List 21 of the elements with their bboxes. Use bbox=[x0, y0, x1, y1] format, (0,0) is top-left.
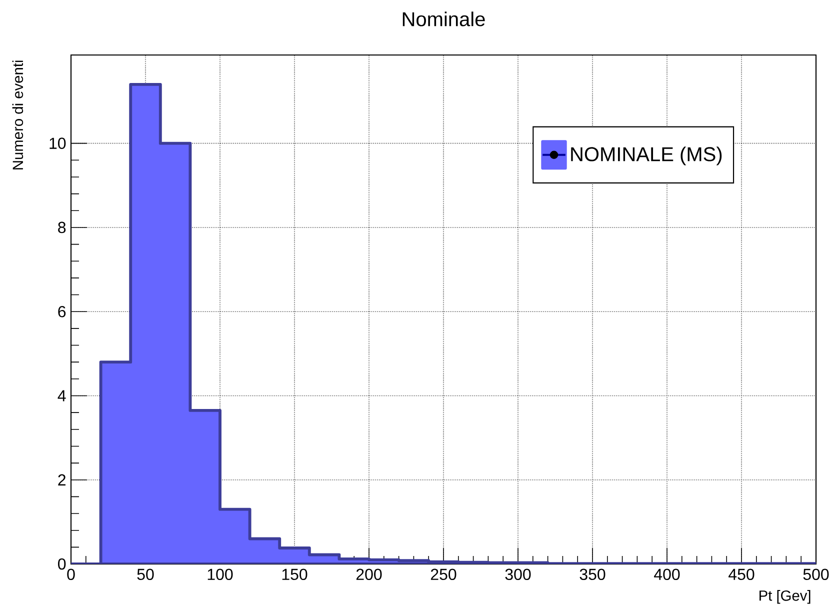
y-tick-label: 8 bbox=[58, 222, 66, 234]
x-tick-label: 200 bbox=[356, 568, 382, 580]
x-tick-label: 100 bbox=[208, 568, 233, 580]
y-tick-label: 6 bbox=[58, 306, 66, 318]
y-axis-title: Numero di eventi bbox=[12, 60, 24, 170]
x-tick-label: 450 bbox=[728, 568, 754, 580]
y-tick-label: 10 bbox=[50, 138, 66, 149]
x-tick-label: 0 bbox=[67, 568, 75, 580]
x-tick-label: 400 bbox=[654, 568, 680, 580]
x-tick-label: 500 bbox=[803, 568, 829, 580]
y-tick-label: 0 bbox=[58, 558, 66, 570]
legend-label: NOMINALE (MS) bbox=[571, 146, 722, 166]
x-tick-label: 50 bbox=[137, 568, 154, 580]
x-tick-label: 350 bbox=[580, 568, 606, 580]
x-tick-label: 300 bbox=[505, 568, 531, 580]
x-tick-label: 250 bbox=[430, 568, 456, 580]
x-tick-label: 150 bbox=[282, 568, 308, 580]
chart-title: Nominale bbox=[402, 12, 485, 26]
x-axis-title: Pt [Gev] bbox=[760, 590, 810, 604]
y-tick-label: 2 bbox=[58, 474, 66, 486]
y-tick-label: 4 bbox=[58, 390, 66, 402]
